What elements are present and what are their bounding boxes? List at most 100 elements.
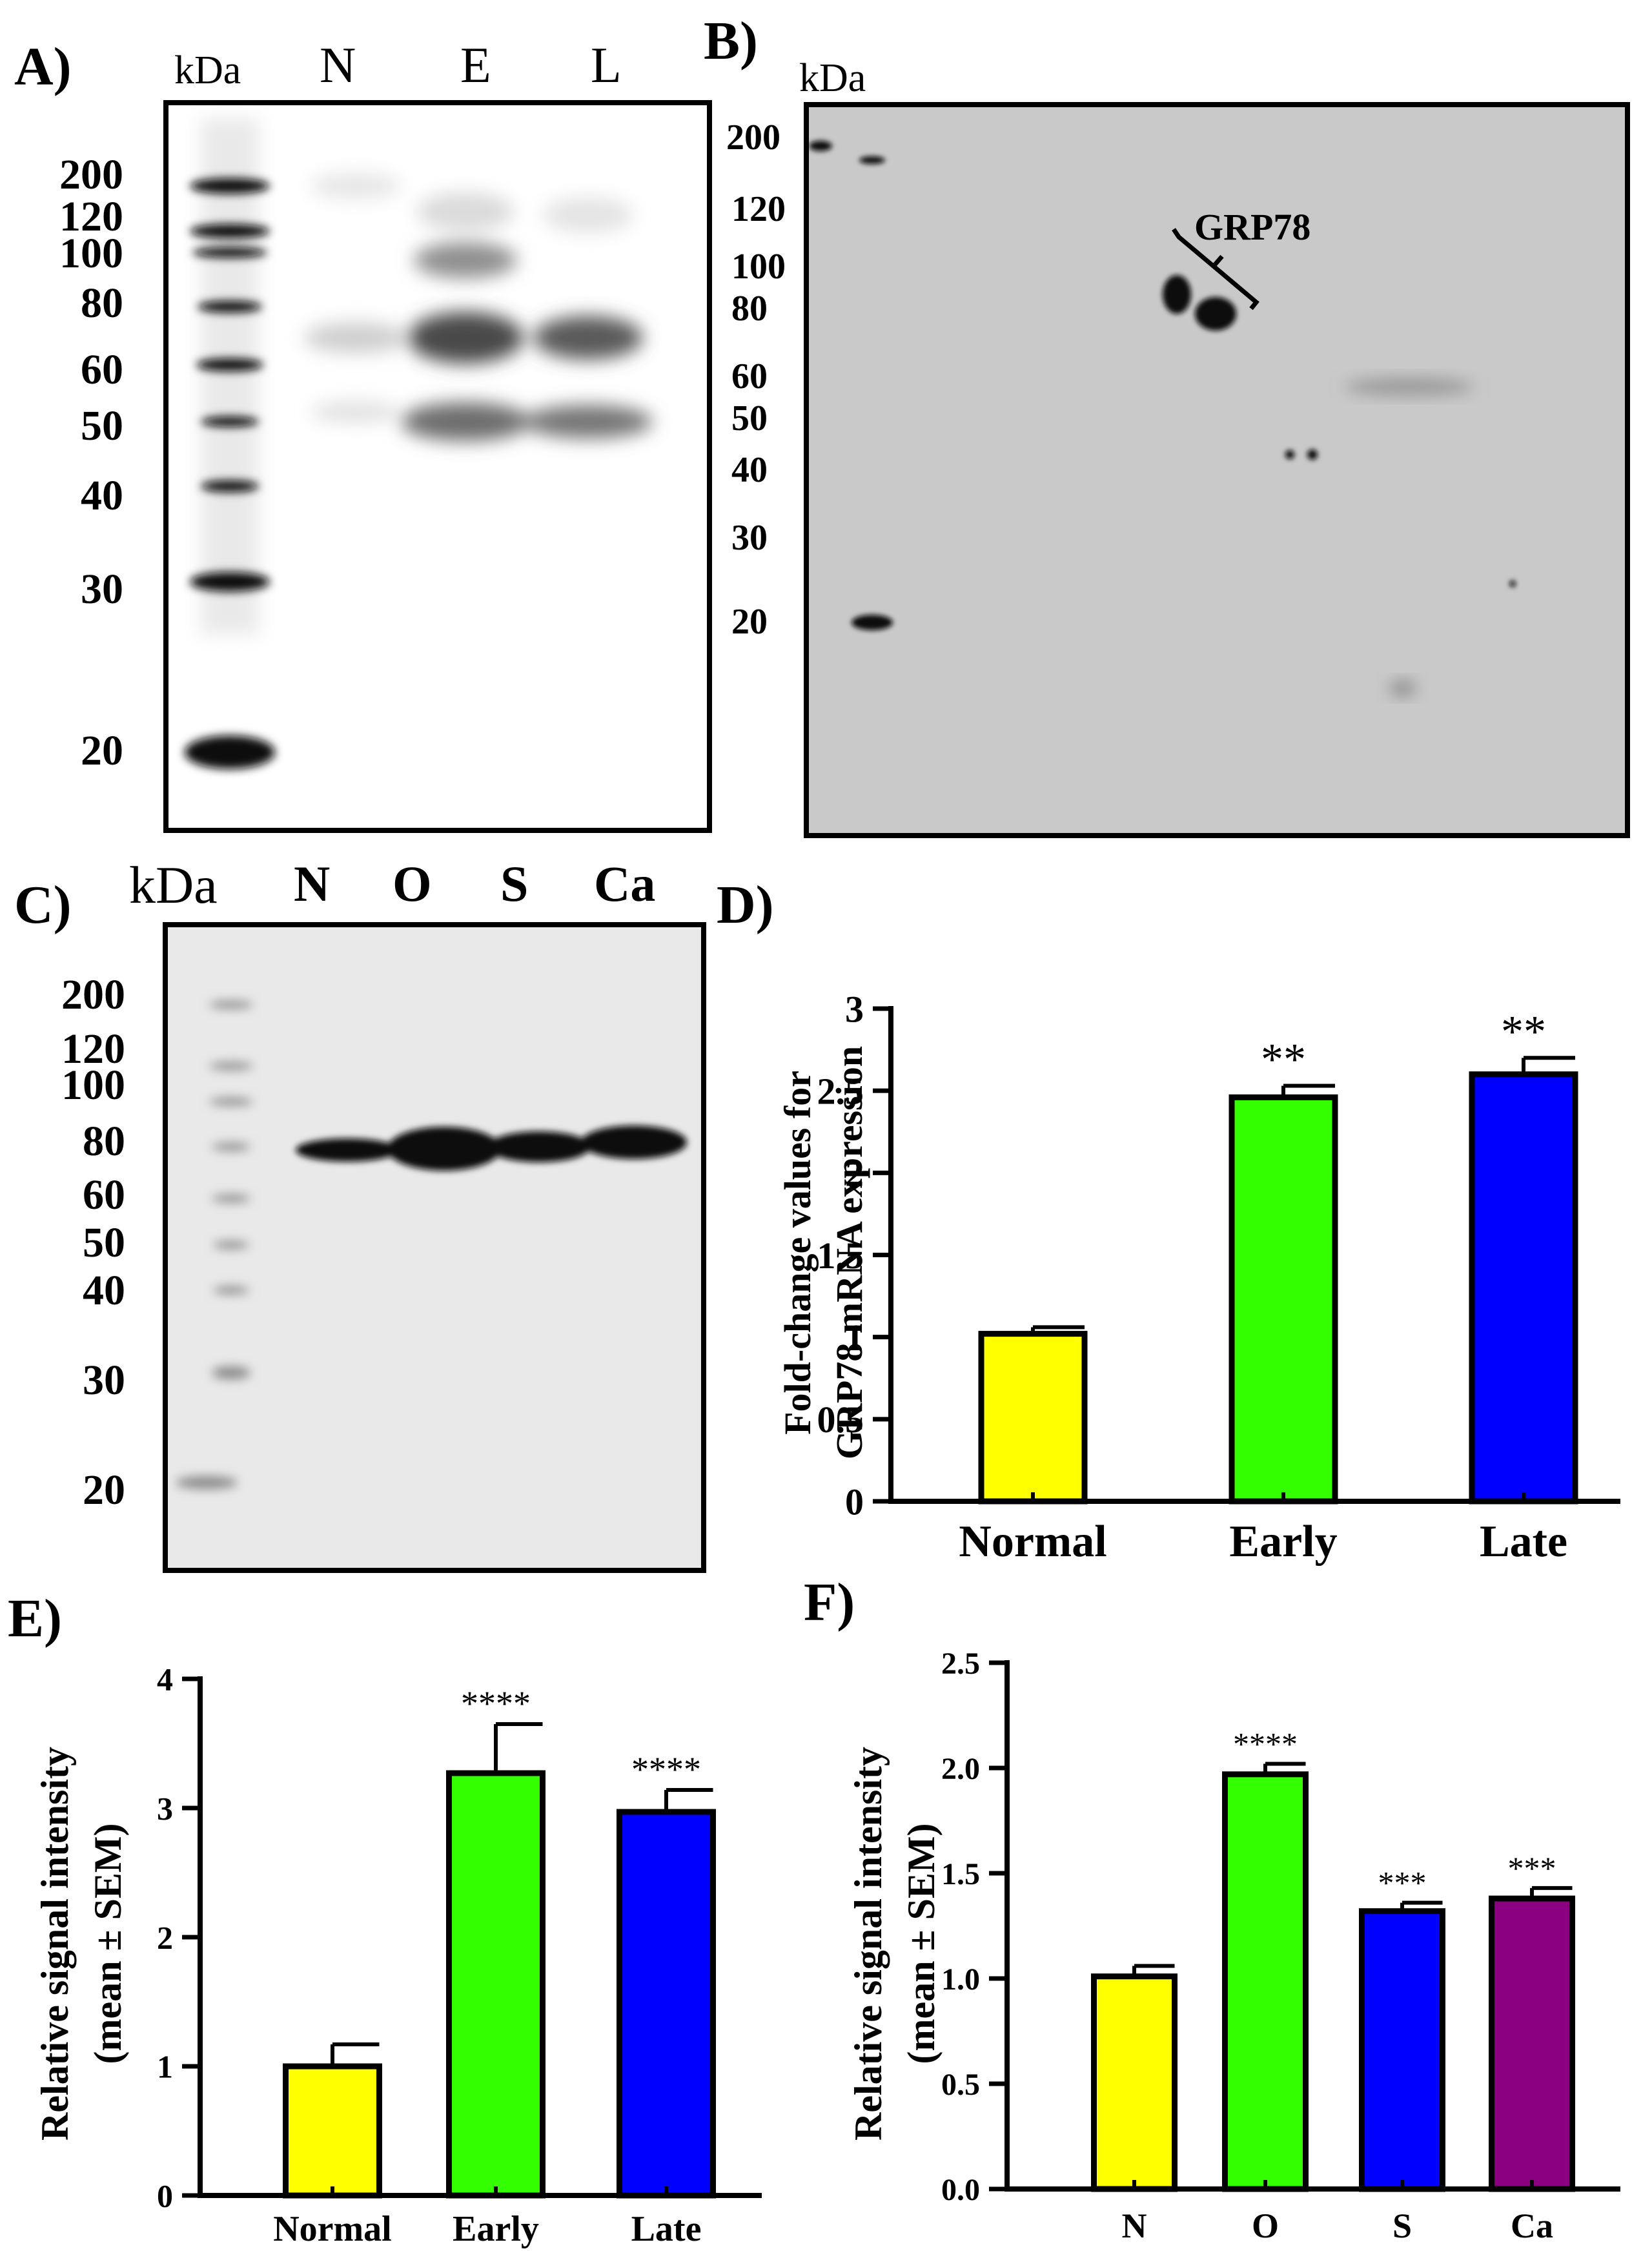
chart-f-bar-n <box>1091 1973 1178 2192</box>
chart-d-bar-early <box>1229 1094 1338 1505</box>
chart-e-ytick-label: 4 <box>157 1661 173 1698</box>
chart-f-ytick-label: 2.5 <box>941 1647 980 1681</box>
panel-b-marker-20: 20 <box>731 602 768 642</box>
panel-c-lane-n: N <box>294 856 331 912</box>
panel-c-marker-50: 50 <box>83 1219 125 1266</box>
chart-e-category-label: Normal <box>273 2209 392 2249</box>
panel-c-marker-100: 100 <box>61 1062 125 1109</box>
panel-b-marker-50: 50 <box>731 398 768 438</box>
panel-b-marker-60: 60 <box>731 356 768 396</box>
panel-e-letter: E) <box>8 1588 62 1649</box>
panel-a-marker-120: 120 <box>59 193 123 240</box>
chart-e-ylabel: Relative signal intensity (mean ± SEM) <box>34 1747 129 2141</box>
chart-f-ylabel-line: (mean ± SEM) <box>900 1824 943 2064</box>
chart-f-significance: *** <box>1508 1850 1556 1886</box>
chart-f-bar-o <box>1222 1771 1309 2192</box>
chart-f-ylabel-line: Relative signal intensity <box>847 1747 890 2141</box>
chart-e-ytick-label: 3 <box>157 1791 173 1827</box>
panel-a-lane-l: L <box>591 37 622 93</box>
panel-c-blot <box>163 922 706 1573</box>
chart-f-ylabel: Relative signal intensity (mean ± SEM) <box>847 1747 943 2141</box>
panel-c-blot-image <box>176 1001 687 1489</box>
panel-d-letter: D) <box>717 875 774 935</box>
panel-a-marker-50: 50 <box>81 402 123 449</box>
panel-a-kda-label: kDa <box>174 48 241 92</box>
chart-d-ytick-label: 0 <box>845 1481 864 1523</box>
panel-b-marker-30: 30 <box>731 518 768 558</box>
panel-c-lane-o: O <box>393 856 432 912</box>
panel-a-marker-30: 30 <box>81 566 123 613</box>
panel-b-marker-100: 100 <box>731 247 786 287</box>
panel-a-lane-n: N <box>320 37 356 93</box>
panel-c-marker-30: 30 <box>83 1357 125 1404</box>
chart-d-category-label: Early <box>1229 1517 1337 1567</box>
chart-f-ytick-label: 1.5 <box>941 1857 980 1891</box>
panel-c-marker-60: 60 <box>83 1171 125 1218</box>
chart-f-significance: **** <box>1233 1725 1298 1762</box>
chart-d-category-label: Late <box>1480 1517 1567 1567</box>
panel-a-blot-image <box>185 118 653 769</box>
chart-f-bar-ca <box>1489 1895 1575 2192</box>
chart-d-significance: ** <box>1501 1007 1546 1056</box>
panel-a-marker-60: 60 <box>81 346 123 393</box>
panel-b-marker-80: 80 <box>731 289 768 329</box>
panel-b-letter: B) <box>704 11 758 71</box>
panel-a-blot <box>163 100 712 833</box>
panel-b-blot <box>804 102 1630 838</box>
chart-d-ylabel-line: Fold-change values for <box>777 1071 819 1435</box>
chart-e-ytick-label: 2 <box>157 1920 173 1956</box>
chart-e-ylabel-line: Relative signal intensity <box>34 1747 76 2141</box>
panel-c-marker-80: 80 <box>83 1118 125 1165</box>
panel-c-marker-40: 40 <box>83 1267 125 1314</box>
chart-d-ytick-label: 2 <box>845 1153 864 1195</box>
panel-b-kda-label: kDa <box>799 56 866 100</box>
panel-c-kda-label: kDa <box>129 856 218 914</box>
panel-c-marker-120: 120 <box>61 1025 125 1073</box>
chart-f-bar-s <box>1359 1908 1445 2192</box>
panel-a-marker-200: 200 <box>59 151 123 198</box>
chart-d-significance: ** <box>1261 1035 1306 1085</box>
panel-a-marker-20: 20 <box>81 727 123 774</box>
chart-e-ytick-label: 1 <box>157 2049 173 2085</box>
chart-e-significance: **** <box>631 1750 701 1789</box>
panel-a-lane-e: E <box>460 37 491 93</box>
chart-f-category-label: O <box>1252 2206 1279 2245</box>
panel-c-lane-ca: Ca <box>594 856 656 912</box>
panel-f-letter: F) <box>804 1572 855 1632</box>
panel-a-marker-80: 80 <box>81 280 123 327</box>
chart-f-ytick-label: 0.0 <box>941 2173 980 2207</box>
chart-e-bar-normal <box>283 2063 382 2199</box>
panel-b-marker-120: 120 <box>731 189 786 229</box>
chart-d-ytick-label: 3 <box>845 988 864 1030</box>
panel-a-marker-40: 40 <box>81 472 123 519</box>
chart-d-ytick-label: 2.5 <box>817 1070 864 1112</box>
chart-f-significance: *** <box>1378 1865 1427 1901</box>
panel-b-grp78-label: GRP78 <box>1194 206 1311 248</box>
chart-d-ytick-label: 1.5 <box>817 1235 864 1277</box>
chart-f-category-label: N <box>1122 2206 1147 2245</box>
panel-b-marker-200: 200 <box>726 118 780 158</box>
chart-e-significance: **** <box>461 1684 531 1723</box>
panel-c-marker-200: 200 <box>61 971 125 1018</box>
chart-d-ylabel: Fold-change values for GRP78 mRNA express… <box>777 1046 870 1459</box>
chart-e-bar-early <box>446 1770 546 2199</box>
panel-a-marker-100: 100 <box>59 230 123 277</box>
chart-e-category-label: Early <box>453 2209 539 2249</box>
chart-f-ytick-label: 0.5 <box>941 2068 980 2102</box>
chart-f-category-label: S <box>1392 2206 1412 2245</box>
chart-f-category-label: Ca <box>1511 2206 1553 2245</box>
chart-f-ytick-label: 2.0 <box>941 1752 980 1786</box>
chart-d-ylabel-line: GRP78 mRNA expression <box>828 1046 870 1459</box>
chart-d-ytick-label: 1 <box>845 1317 864 1359</box>
chart-e-ylabel-line: (mean ± SEM) <box>87 1824 129 2064</box>
panel-c-lane-s: S <box>500 856 529 912</box>
panel-a-letter: A) <box>14 37 72 97</box>
chart-d-ytick-label: 0.5 <box>817 1399 864 1441</box>
chart-d-category-label: Normal <box>959 1517 1106 1567</box>
panel-c-marker-20: 20 <box>83 1466 125 1514</box>
panel-b-marker-40: 40 <box>731 450 768 490</box>
chart-f-ytick-label: 1.0 <box>941 1962 980 1997</box>
chart-e-ytick-label: 0 <box>157 2178 173 2214</box>
